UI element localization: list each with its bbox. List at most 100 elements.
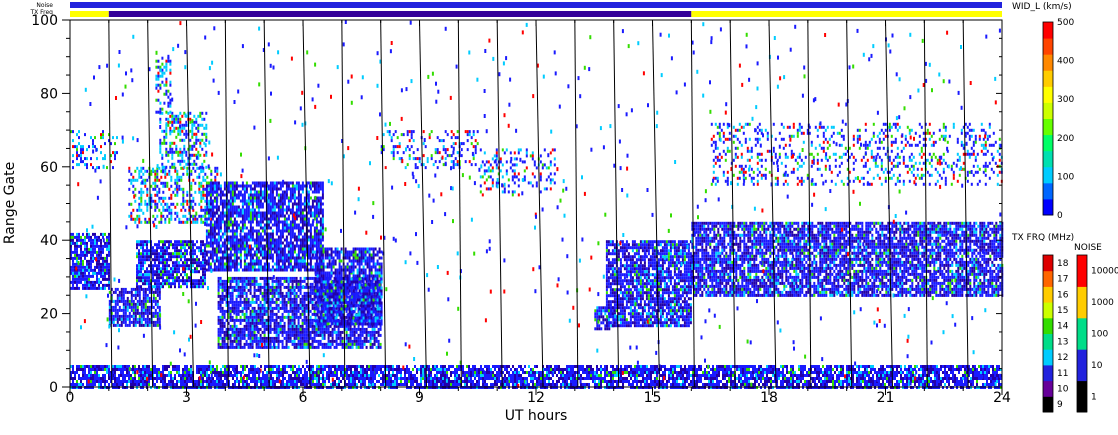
echo-cell [92,142,94,146]
echo-cell [181,114,184,118]
echo-cell [233,229,236,233]
echo-cell [225,318,228,322]
echo-cell [158,220,161,224]
echo-cell [241,220,244,224]
echo-cell [297,342,300,346]
echo-cell [283,262,286,266]
echo-cell [70,286,72,290]
echo-cell [309,223,312,227]
echo-cell [289,339,292,343]
echo-cell [188,258,190,262]
echo-cell [313,226,316,230]
echo-cell [159,144,162,148]
echo-cell [162,205,165,209]
echo-cell [245,268,248,272]
echo-cell [265,324,268,328]
echo-cell [281,327,284,331]
echo-cell [233,262,236,266]
echo-cell [295,336,298,340]
echo-cell [291,297,294,301]
echo-cell [190,282,192,286]
echo-cell [313,238,316,242]
echo-cell [106,277,108,281]
echo-cell [267,291,270,295]
echo-cell [267,238,270,242]
echo-cell [177,120,180,124]
echo-cell [114,287,117,291]
echo-cell [221,241,224,245]
echo-cell [146,308,149,312]
echo-cell [285,336,288,340]
echo-cell [357,324,360,328]
echo-cell [315,232,318,236]
echo-cell [355,288,358,292]
echo-cell [305,291,308,295]
echo-cell [289,336,292,340]
echo-cell [185,153,188,157]
echo-cell [279,330,282,334]
echo-cell [289,244,292,248]
echo-cell [229,262,232,266]
echo-cell [156,178,159,182]
echo-cell [325,342,328,346]
echo-cell [146,317,149,321]
echo-cell [301,300,304,304]
echo-cell [205,235,208,239]
echo-cell [186,166,189,170]
echo-cell [318,250,321,254]
echo-cell [166,279,168,283]
echo-cell [289,199,292,203]
echo-cell [297,193,300,197]
echo-cell [305,184,308,188]
echo-cell [332,280,335,284]
echo-cell [279,220,282,224]
echo-cell [314,319,317,323]
echo-cell [233,247,236,251]
echo-cell [144,258,146,262]
echo-cell [289,232,292,236]
echo-cell [237,226,240,230]
echo-cell [168,240,170,244]
echo-cell [225,342,228,346]
echo-cell [168,276,170,280]
echo-cell [194,220,197,224]
echo-cell [195,117,198,121]
echo-cell [219,190,222,194]
echo-cell [98,277,100,281]
echo-cell [227,300,230,304]
echo-cell [126,290,129,294]
echo-cell [353,330,356,334]
echo-cell [90,265,92,269]
echo-cell [275,181,278,185]
echo-cell [301,321,304,325]
echo-cell [152,293,155,297]
echo-cell [92,259,94,263]
echo-cell [92,145,94,149]
echo-cell [80,280,82,284]
echo-cell [277,208,280,212]
echo-cell [373,336,376,340]
echo-cell [174,252,176,256]
echo-cell [247,318,250,322]
echo-cell [168,255,170,259]
echo-cell [84,133,86,137]
echo-cell [332,259,335,263]
echo-cell [341,342,344,346]
echo-cell [227,294,230,298]
echo-cell [140,255,142,259]
echo-cell [138,293,141,297]
echo-cell [277,336,280,340]
echo-cell [98,286,100,290]
echo-cell [315,217,318,221]
echo-cell [142,305,145,309]
echo-cell [295,282,298,286]
echo-cell [146,282,148,286]
echo-cell [253,229,256,233]
echo-cell [315,208,318,212]
echo-cell [219,342,222,346]
echo-cell [108,235,110,239]
echo-cell [334,253,337,257]
echo-cell [154,249,156,253]
echo-cell [194,217,197,221]
echo-cell [204,243,206,247]
